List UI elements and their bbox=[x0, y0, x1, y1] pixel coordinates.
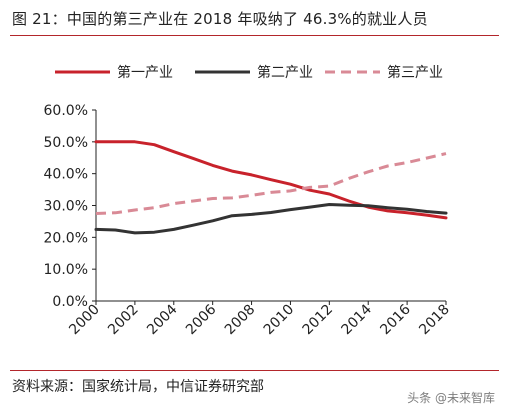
series-group bbox=[94, 140, 448, 235]
series-line-secondary-industry bbox=[94, 203, 448, 235]
x-tick-label: 2008 bbox=[222, 302, 259, 339]
watermark: 头条 @未来智库 bbox=[407, 391, 495, 405]
source-rule bbox=[10, 370, 499, 371]
series-line-primary-industry bbox=[94, 140, 448, 220]
x-tick-label: 2016 bbox=[377, 301, 414, 338]
y-tick-label: 50.0% bbox=[44, 135, 88, 151]
y-tick-label: 40.0% bbox=[44, 167, 88, 183]
x-tick-label: 2006 bbox=[183, 301, 220, 338]
legend-label-secondary: 第二产业 bbox=[257, 64, 313, 81]
x-tick-label: 2002 bbox=[105, 302, 142, 339]
source-note: 资料来源：国家统计局，中信证券研究部 bbox=[12, 379, 264, 395]
x-tick-label: 2018 bbox=[416, 302, 453, 339]
x-tick-label: 2012 bbox=[300, 302, 337, 339]
x-tick-label: 2010 bbox=[261, 302, 298, 339]
legend: 第一产业 第二产业 第三产业 bbox=[55, 64, 443, 81]
chart-title: 图 21：中国的第三产业在 2018 年吸纳了 46.3%的就业人员 bbox=[12, 10, 428, 28]
x-tick-label: 2004 bbox=[144, 301, 181, 338]
series-line-tertiary-industry bbox=[95, 152, 447, 215]
x-tick-label: 2014 bbox=[339, 301, 376, 338]
axes: 0.0%10.0%20.0%30.0%40.0%50.0%60.0%2000 20… bbox=[44, 103, 453, 338]
title-rule bbox=[10, 35, 499, 36]
y-tick-label: 20.0% bbox=[44, 230, 88, 246]
y-tick-label: 10.0% bbox=[44, 262, 88, 278]
y-tick-label: 30.0% bbox=[44, 199, 88, 215]
y-tick-label: 0.0% bbox=[52, 294, 88, 310]
legend-label-primary: 第一产业 bbox=[117, 64, 173, 81]
legend-label-tertiary: 第三产业 bbox=[387, 64, 443, 81]
y-tick-label: 60.0% bbox=[44, 103, 88, 119]
